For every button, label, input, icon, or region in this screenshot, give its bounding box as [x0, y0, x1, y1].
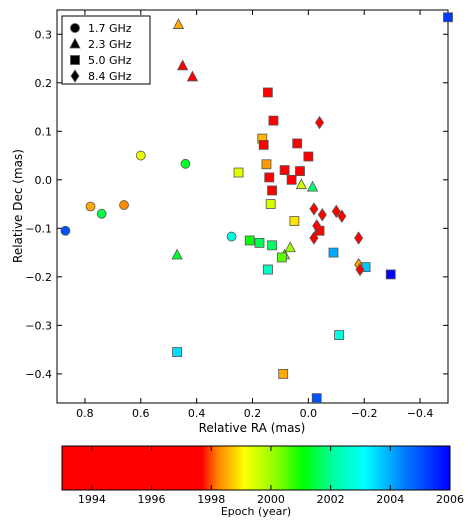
- square-point: [278, 368, 289, 379]
- square-point: [311, 393, 322, 404]
- square-point: [328, 247, 339, 258]
- circle-point: [119, 200, 129, 210]
- square-point: [295, 166, 305, 176]
- legend-entry-label: 5.0 GHz: [88, 54, 132, 67]
- square-point: [258, 139, 269, 150]
- diamond-point: [354, 231, 364, 245]
- circle-point: [226, 231, 237, 242]
- diamond-point: [312, 219, 322, 233]
- square-point: [334, 330, 344, 340]
- diamond-point: [309, 231, 319, 245]
- y-tick-label: 0.3: [35, 28, 53, 41]
- square-point: [443, 12, 453, 23]
- colorbar-tick-label: 1996: [138, 493, 166, 506]
- square-point: [267, 240, 277, 251]
- diamond-point: [315, 115, 325, 130]
- y-tick-label: 0.1: [35, 125, 53, 138]
- y-tick-label: 0.0: [35, 174, 53, 187]
- legend-marker-square: [70, 55, 80, 65]
- square-point: [233, 167, 244, 178]
- square-point: [268, 115, 279, 126]
- square-point: [385, 269, 396, 280]
- y-tick-label: −0.2: [25, 271, 52, 284]
- legend: 1.7 GHz 2.3 GHz 5.0 GHz 8.4 GHz: [61, 15, 151, 85]
- colorbar-tick-label: 1998: [197, 493, 225, 506]
- x-tick-label: −0.4: [407, 407, 434, 420]
- diamond-point: [355, 262, 365, 277]
- diamond-point: [317, 208, 327, 222]
- triangle-point: [306, 180, 319, 192]
- x-tick-label: 0.0: [300, 407, 318, 420]
- circle-point: [60, 225, 71, 236]
- square-point: [292, 138, 303, 149]
- legend-entry-label: 8.4 GHz: [88, 70, 132, 83]
- y-tick-label: −0.1: [25, 222, 52, 235]
- triangle-point: [295, 178, 308, 190]
- data-points: [60, 12, 453, 404]
- x-tick-label: −0.2: [351, 407, 378, 420]
- y-tick-label: −0.4: [25, 368, 52, 381]
- legend-marker-triangle: [69, 37, 81, 49]
- square-point: [265, 199, 276, 209]
- x-tick-label: 0.4: [188, 407, 206, 420]
- x-tick-label: 0.8: [76, 407, 94, 420]
- diamond-point: [337, 209, 347, 223]
- x-axis-label: Relative RA (mas): [199, 421, 306, 435]
- square-point: [264, 172, 275, 183]
- square-point: [276, 252, 287, 263]
- square-point: [279, 165, 290, 176]
- legend-entry-label: 1.7 GHz: [88, 22, 132, 35]
- colorbar-gradient: [61, 445, 451, 491]
- triangle-point: [171, 248, 183, 260]
- x-tick-label: 0.6: [132, 407, 150, 420]
- square-point: [262, 264, 273, 275]
- x-axis: 0.8 0.6 0.4 0.2 0.0 −0.2 −0.4: [76, 10, 433, 420]
- square-point: [254, 237, 265, 248]
- square-point: [244, 235, 255, 246]
- colorbar-label: Epoch (year): [221, 505, 291, 518]
- circle-point: [96, 208, 107, 219]
- diamond-point: [309, 202, 319, 216]
- y-tick-label: 0.2: [35, 77, 53, 90]
- square-point: [267, 185, 277, 196]
- circle-point: [85, 201, 96, 212]
- square-point: [262, 87, 273, 98]
- colorbar-tick-label: 2000: [257, 493, 285, 506]
- diamond-point: [331, 204, 341, 219]
- triangle-point: [186, 70, 199, 82]
- legend-marker-circle: [70, 23, 80, 33]
- circle-point: [180, 158, 191, 169]
- square-point: [172, 347, 182, 357]
- colorbar-tick-label: 2006: [436, 493, 464, 506]
- square-point: [289, 216, 300, 226]
- colorbar-tick-label: 2004: [376, 493, 404, 506]
- legend-marker-diamond: [70, 69, 80, 83]
- triangle-point: [177, 59, 189, 71]
- legend-entry-label: 2.3 GHz: [88, 38, 132, 51]
- colorbar-tick-label: 2002: [317, 493, 345, 506]
- colorbar-tick-label: 1994: [78, 493, 106, 506]
- colorbar: 1994 1996 1998 2000 2002 2004 2006: [61, 445, 464, 506]
- y-axis-label: Relative Dec (mas): [11, 149, 25, 263]
- square-point: [303, 151, 314, 162]
- y-tick-label: −0.3: [25, 319, 52, 332]
- triangle-point: [284, 241, 296, 253]
- y-axis: 0.3 0.2 0.1 0.0 −0.1 −0.2 −0.3 −0.4: [25, 28, 448, 381]
- triangle-point: [172, 18, 185, 29]
- x-tick-label: 0.2: [244, 407, 262, 420]
- circle-point: [135, 150, 146, 161]
- square-point: [261, 159, 272, 170]
- square-point: [286, 174, 297, 185]
